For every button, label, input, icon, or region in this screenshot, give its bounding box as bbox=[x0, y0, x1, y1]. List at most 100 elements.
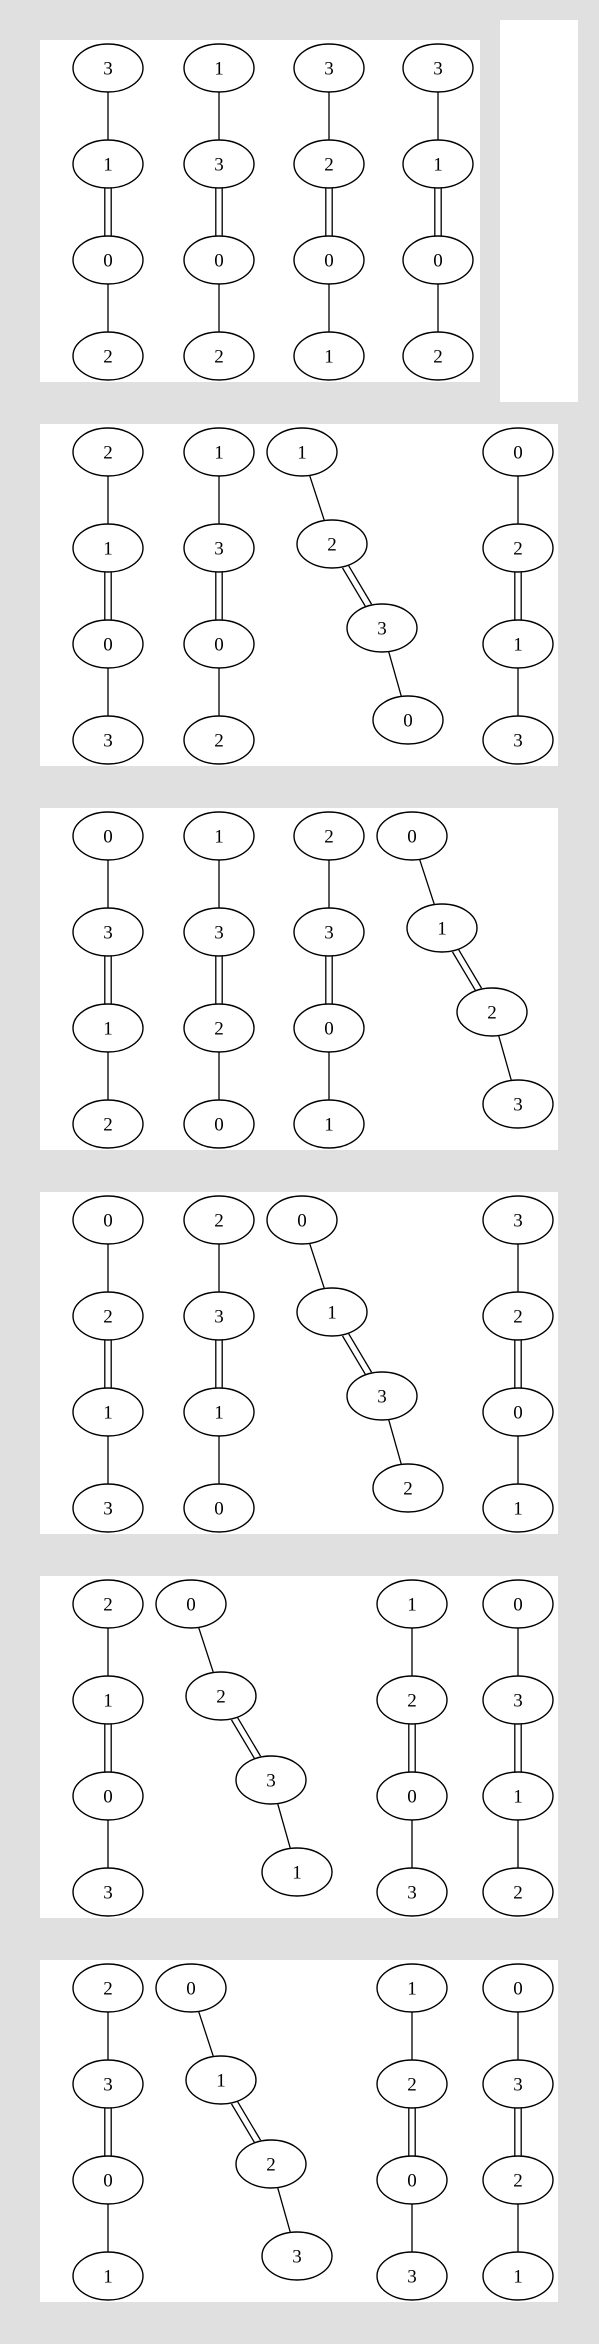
node-ellipse bbox=[376, 2155, 448, 2205]
node-ellipse bbox=[296, 519, 368, 569]
node: 1 bbox=[406, 903, 478, 953]
node: 3 bbox=[72, 907, 144, 957]
node-ellipse bbox=[376, 811, 448, 861]
double-edge-line bbox=[457, 948, 483, 989]
node: 0 bbox=[72, 235, 144, 285]
node: 2 bbox=[372, 1463, 444, 1513]
node: 3 bbox=[72, 715, 144, 765]
node: 2 bbox=[183, 1003, 255, 1053]
node-label: 2 bbox=[327, 535, 337, 556]
node: 3 bbox=[72, 43, 144, 93]
node-ellipse bbox=[185, 2055, 257, 2105]
node-ellipse bbox=[183, 1195, 255, 1245]
node: 1 bbox=[72, 1003, 144, 1053]
node-ellipse bbox=[482, 523, 554, 573]
node-ellipse bbox=[72, 427, 144, 477]
node-label: 2 bbox=[513, 1883, 523, 1904]
node-ellipse bbox=[72, 331, 144, 381]
node-label: 0 bbox=[297, 1211, 307, 1232]
node-label: 2 bbox=[324, 827, 334, 848]
node-ellipse bbox=[183, 1291, 255, 1341]
node-ellipse bbox=[183, 715, 255, 765]
node: 0 bbox=[183, 619, 255, 669]
node: 2 bbox=[183, 1195, 255, 1245]
panel-background bbox=[40, 1192, 558, 1534]
node-ellipse bbox=[235, 1755, 307, 1805]
panel-3: 0 3 1 2 1 3 2 0 2 3 0 1 0 1 2 3 bbox=[40, 808, 558, 1150]
node: 3 bbox=[482, 1675, 554, 1725]
node-label: 1 bbox=[297, 443, 307, 464]
chain-2: 0 2 3 1 bbox=[155, 1579, 333, 1897]
node-ellipse bbox=[372, 1463, 444, 1513]
node-label: 0 bbox=[214, 635, 224, 656]
node: 2 bbox=[456, 987, 528, 1037]
node-label: 3 bbox=[513, 2075, 523, 2096]
node: 0 bbox=[293, 1003, 365, 1053]
node-label: 3 bbox=[292, 2247, 302, 2268]
node-ellipse bbox=[376, 1675, 448, 1725]
node-ellipse bbox=[183, 1099, 255, 1149]
edge-line bbox=[277, 1803, 291, 1849]
double-edge-line bbox=[451, 951, 477, 992]
panels-layer: 3102130232013102210313021230021303121320… bbox=[40, 20, 578, 2302]
chain-1: 2 1 0 3 bbox=[72, 427, 144, 765]
node-label: 1 bbox=[103, 155, 113, 176]
side-panel bbox=[500, 20, 578, 402]
node-label: 0 bbox=[103, 827, 113, 848]
node: 1 bbox=[482, 1771, 554, 1821]
node-label: 2 bbox=[103, 1979, 113, 2000]
node: 0 bbox=[155, 1963, 227, 2013]
edge-line bbox=[309, 475, 325, 521]
node: 1 bbox=[293, 331, 365, 381]
double-edge-line bbox=[236, 1716, 262, 1757]
node-ellipse bbox=[183, 235, 255, 285]
node-label: 0 bbox=[513, 1979, 523, 2000]
node-label: 2 bbox=[103, 443, 113, 464]
node: 2 bbox=[482, 523, 554, 573]
node: 2 bbox=[72, 1963, 144, 2013]
node: 0 bbox=[155, 1579, 227, 1629]
node: 1 bbox=[293, 1099, 365, 1149]
node-label: 1 bbox=[433, 155, 443, 176]
node-ellipse bbox=[482, 427, 554, 477]
node-label: 2 bbox=[403, 1479, 413, 1500]
panel-background bbox=[40, 808, 558, 1150]
node-label: 3 bbox=[433, 59, 443, 80]
node: 2 bbox=[72, 331, 144, 381]
node-ellipse bbox=[183, 139, 255, 189]
node-label: 0 bbox=[103, 1211, 113, 1232]
node-label: 3 bbox=[103, 731, 113, 752]
node: 2 bbox=[293, 811, 365, 861]
node-label: 3 bbox=[513, 731, 523, 752]
node: 3 bbox=[183, 139, 255, 189]
node-ellipse bbox=[183, 331, 255, 381]
chain-2: 1 3 2 0 bbox=[183, 811, 255, 1149]
node-label: 1 bbox=[103, 1691, 113, 1712]
node: 0 bbox=[482, 1387, 554, 1437]
edge-line bbox=[419, 859, 435, 905]
node-label: 0 bbox=[103, 2171, 113, 2192]
node-label: 0 bbox=[407, 1787, 417, 1808]
node-ellipse bbox=[185, 1671, 257, 1721]
panel-5: 2 1 0 3 0 2 3 1 1 2 0 3 0 3 1 2 bbox=[40, 1576, 558, 1918]
node-ellipse bbox=[183, 811, 255, 861]
node: 2 bbox=[183, 715, 255, 765]
node-ellipse bbox=[183, 907, 255, 957]
chain-4: 0 3 2 1 bbox=[482, 1963, 554, 2301]
node-label: 2 bbox=[324, 155, 334, 176]
node-label: 0 bbox=[324, 251, 334, 272]
node-label: 3 bbox=[324, 923, 334, 944]
node-label: 0 bbox=[214, 1499, 224, 1520]
node: 2 bbox=[183, 331, 255, 381]
node-ellipse bbox=[72, 1195, 144, 1245]
node: 3 bbox=[346, 603, 418, 653]
node-ellipse bbox=[402, 43, 474, 93]
node-ellipse bbox=[372, 695, 444, 745]
chain-3: 0 1 3 2 bbox=[266, 1195, 444, 1513]
node-label: 1 bbox=[407, 1595, 417, 1616]
node-label: 2 bbox=[216, 1687, 226, 1708]
node: 1 bbox=[482, 1483, 554, 1533]
edge-line bbox=[198, 2011, 214, 2057]
node: 0 bbox=[72, 619, 144, 669]
